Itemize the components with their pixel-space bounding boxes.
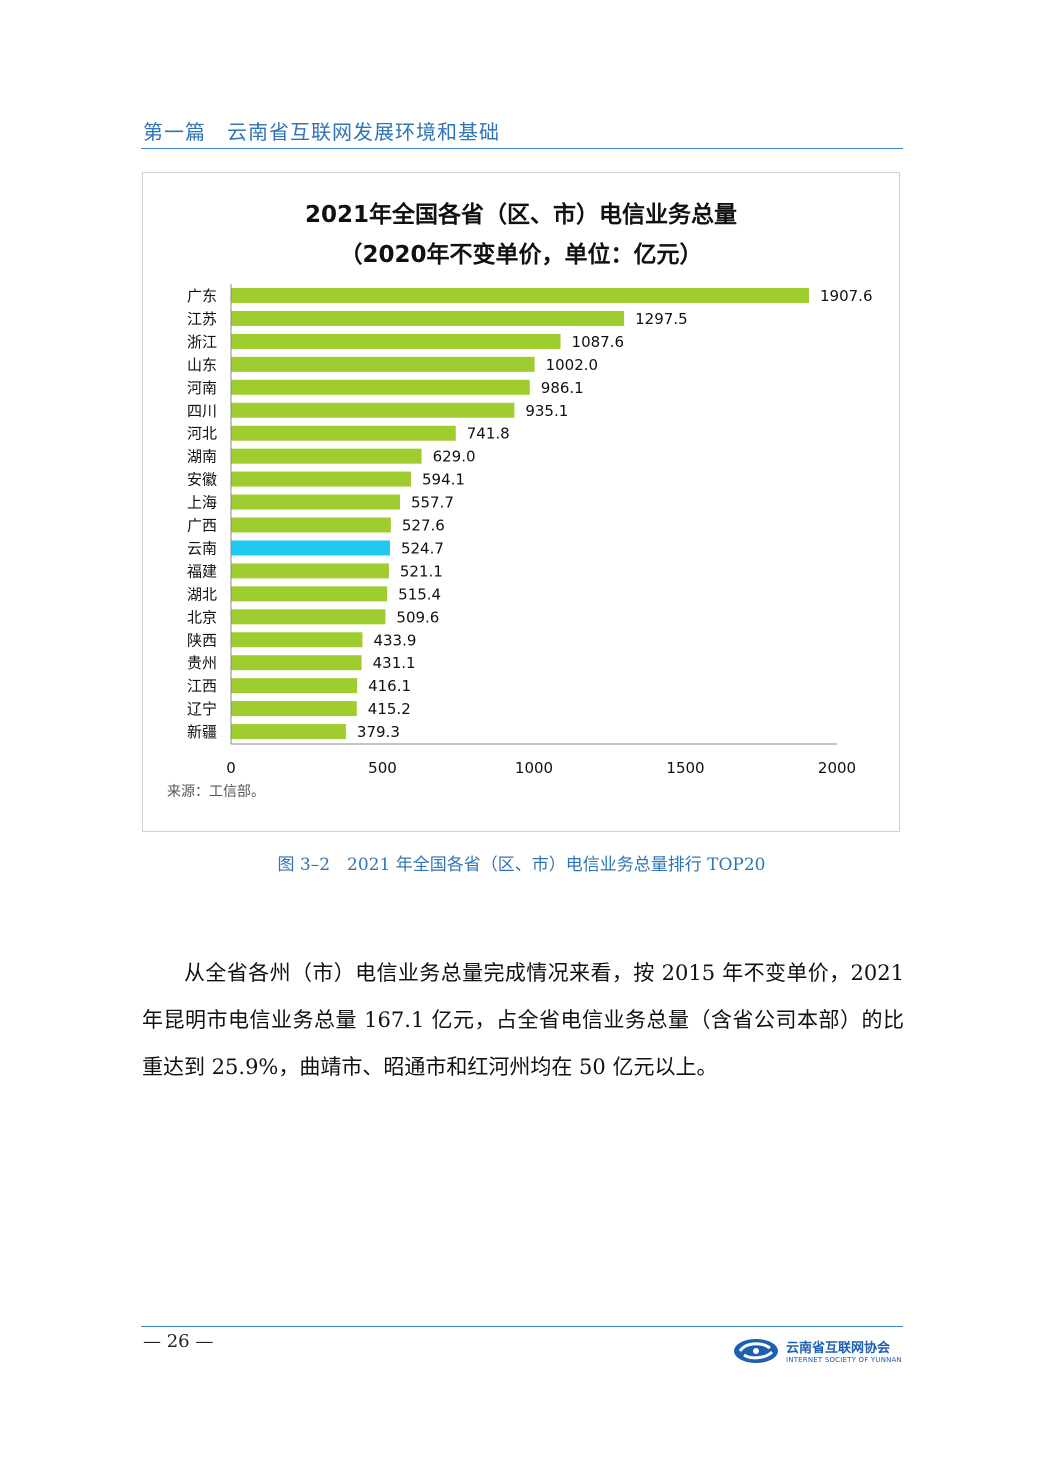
x-tick-label: 1500 [666,759,704,773]
bar [231,655,362,671]
category-label: 陕西 [187,631,217,649]
value-label: 433.9 [373,631,416,649]
value-label: 594.1 [422,471,465,489]
value-label: 1002.0 [546,356,599,374]
bar [231,471,412,487]
value-label: 509.6 [396,608,439,626]
bar [231,632,363,648]
category-label: 广东 [187,287,217,305]
logo-chinese-name: 云南省互联网协会 [786,1341,891,1356]
value-label: 557.7 [411,494,454,512]
body-paragraph: 从全省各州（市）电信业务总量完成情况来看，按 2015 年不变单价，2021 年… [142,961,904,1079]
category-label: 北京 [187,608,217,626]
category-label: 新疆 [187,723,217,741]
category-label: 四川 [187,402,217,420]
value-label: 935.1 [525,402,568,420]
category-label: 辽宁 [187,700,217,718]
bar [231,586,388,602]
chart-figure: 2021年全国各省（区、市）电信业务总量 （2020年不变单价，单位：亿元） 广… [142,172,900,832]
bar [231,540,390,556]
bar [231,425,456,441]
page-number: — 26 — [143,1331,214,1352]
bar [231,494,400,510]
value-label: 1907.6 [820,287,873,305]
category-label: 安徽 [187,471,217,489]
category-label: 湖南 [187,448,217,466]
chart-source-note: 来源：工信部。 [167,784,265,800]
bar [231,701,357,717]
category-label: 湖北 [187,585,217,603]
figure-caption: 图 3–2 2021 年全国各省（区、市）电信业务总量排行 TOP20 [277,855,766,875]
category-label: 江西 [187,677,217,695]
category-label: 上海 [187,494,217,512]
category-label: 河北 [187,425,217,443]
value-label: 1087.6 [572,333,625,351]
category-label: 云南 [187,539,217,557]
bar [231,379,530,395]
header-title: 第一篇 云南省互联网发展环境和基础 [143,120,500,144]
category-label: 广西 [187,517,217,535]
logo-english-name: INTERNET SOCIETY OF YUNNAN [786,1356,902,1364]
chart-title-line2: （2020年不变单价，单位：亿元） [339,242,703,268]
x-tick-label: 0 [226,759,236,773]
category-label: 福建 [187,562,217,580]
bar [231,448,422,464]
association-logo-icon [734,1339,778,1363]
x-tick-label: 500 [368,759,397,773]
association-logo: 云南省互联网协会 INTERNET SOCIETY OF YUNNAN [732,1334,904,1374]
bar [231,356,535,372]
value-label: 416.1 [368,677,411,695]
bar [231,609,386,625]
bar [231,402,515,418]
bar [231,517,391,533]
value-label: 415.2 [368,700,411,718]
value-label: 1297.5 [635,310,688,328]
category-label: 江苏 [187,310,217,328]
x-tick-label: 2000 [818,759,856,773]
category-label: 河南 [187,379,217,397]
value-label: 986.1 [541,379,584,397]
value-label: 379.3 [357,723,400,741]
bar [231,724,346,740]
value-label: 524.7 [401,539,444,557]
value-label: 629.0 [433,448,476,466]
bar [231,288,810,303]
value-label: 515.4 [398,585,441,603]
bar [231,678,358,694]
bar [231,333,561,349]
category-label: 山东 [187,356,217,374]
value-label: 527.6 [402,517,445,535]
category-label: 浙江 [187,333,217,351]
bar-chart: 广东 1907.6 江苏 1297.5 浙江 1087.6 山东 1002.0 河南 986.1 四… [187,284,873,773]
footer-divider [141,1326,903,1327]
value-label: 521.1 [400,562,443,580]
bar [231,563,389,579]
x-tick-label: 1000 [515,759,553,773]
chart-title-line1: 2021年全国各省（区、市）电信业务总量 [304,202,737,228]
bar [231,310,625,326]
category-label: 贵州 [187,654,217,672]
value-label: 741.8 [467,425,510,443]
value-label: 431.1 [373,654,416,672]
header-divider [141,148,903,149]
